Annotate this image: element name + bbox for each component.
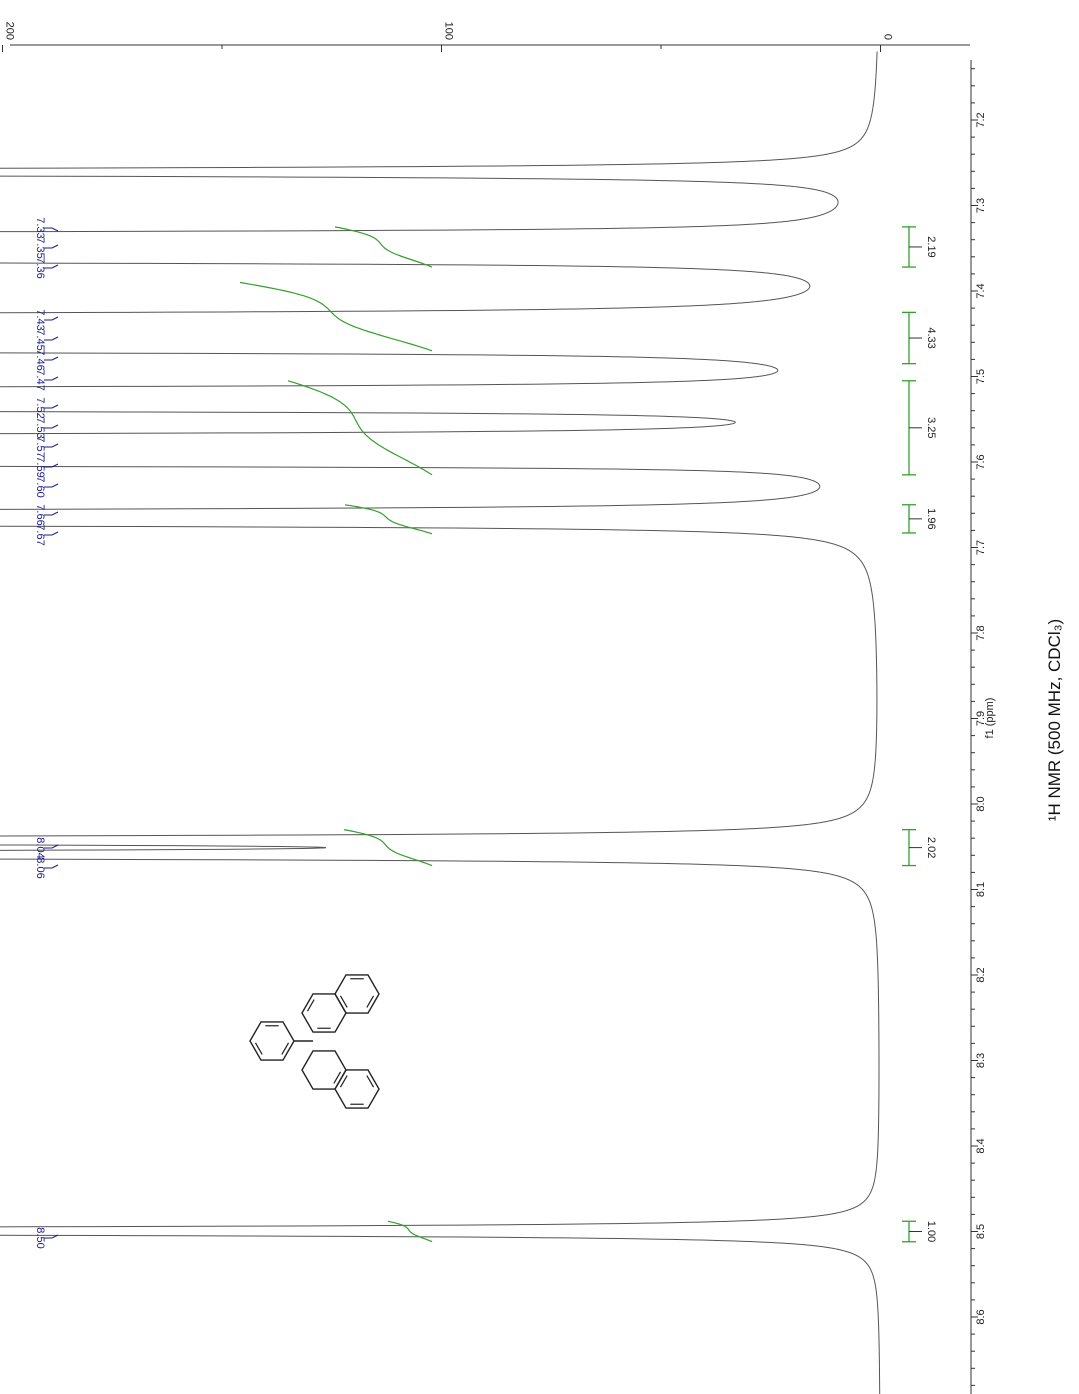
intensity-tick-label: 100 — [443, 22, 455, 40]
peak-label: 7.35 — [34, 237, 46, 258]
peak-label-leader — [44, 227, 59, 232]
ppm-tick-label: 7.6 — [975, 454, 987, 469]
integral-bracket: 2.19 — [902, 226, 937, 268]
peak-label: 8.06 — [34, 857, 46, 878]
integral-value: 1.96 — [925, 508, 937, 529]
integral-curve — [239, 281, 433, 352]
peak-label: 7.67 — [34, 524, 46, 545]
integral-value: 3.25 — [925, 417, 937, 438]
peak-label-leader — [44, 244, 59, 249]
peak-label-leader — [44, 336, 59, 341]
chemical-structure — [249, 974, 380, 1109]
anthracene-ring-bottom — [334, 1069, 380, 1109]
peak-label: 7.36 — [34, 257, 46, 278]
ppm-tick-label: 7.5 — [975, 369, 987, 384]
peak-label: 7.53 — [34, 417, 46, 438]
integral-bracket: 3.25 — [902, 380, 937, 476]
peak-label-leader — [44, 404, 59, 409]
ppm-tick-label: 7.3 — [975, 198, 987, 213]
ppm-tick-label: 8.5 — [975, 1224, 987, 1239]
peak-label-leader — [44, 864, 59, 869]
ppm-tick-label: 8.2 — [975, 967, 987, 982]
peak-label-leader — [44, 1234, 59, 1239]
integral-bracket: 2.02 — [902, 829, 937, 867]
ppm-tick-label: 8.3 — [975, 1053, 987, 1068]
integral-value: 4.33 — [925, 327, 937, 348]
peak-label-leader — [44, 531, 59, 536]
integral-value: 1.00 — [925, 1221, 937, 1242]
integral-value: 2.19 — [925, 236, 937, 257]
peak-label: 7.45 — [34, 329, 46, 350]
peak-label: 7.47 — [34, 369, 46, 390]
spectrum-line — [0, 51, 881, 1394]
ppm-tick-label: 8.6 — [975, 1309, 987, 1324]
integral-curve — [387, 1220, 433, 1243]
peak-label-leader — [44, 356, 59, 361]
integral-bracket: 1.96 — [902, 504, 937, 534]
peak-label-leader — [44, 424, 59, 429]
peak-label-leader — [44, 844, 59, 849]
integral-bracket: 1.00 — [902, 1220, 937, 1243]
intensity-tick-label: 0 — [882, 34, 894, 40]
peak-label: 7.46 — [34, 349, 46, 370]
ppm-tick-label: 7.8 — [975, 625, 987, 640]
ppm-tick-label: 8.4 — [975, 1138, 987, 1153]
integral-curve — [343, 829, 433, 867]
peak-label-leader — [44, 264, 59, 269]
peak-label-leader — [44, 376, 59, 381]
ppm-tick-label: 7.2 — [975, 112, 987, 127]
peak-label: 7.52 — [34, 397, 46, 418]
integral-curve — [344, 504, 433, 535]
ppm-tick-label: 7.4 — [975, 283, 987, 298]
peak-label-leader — [44, 463, 59, 468]
peak-label-leader — [44, 511, 59, 516]
peak-label: 7.57 — [34, 436, 46, 457]
integral-value: 2.02 — [925, 837, 937, 858]
spectrum-trace — [0, 51, 881, 1394]
ppm-tick-label: 7.7 — [975, 540, 987, 555]
peak-label-leader — [44, 483, 59, 488]
anthracene-ring-middle — [301, 993, 347, 1033]
integral-curve — [334, 226, 433, 268]
phenyl-ring — [249, 1021, 295, 1061]
intensity-axis: -100010020030040050060070080090010001100… — [2, 22, 970, 52]
integral-bracket: 4.33 — [902, 311, 937, 365]
anthracene-ring-inner — [301, 1050, 347, 1090]
chart-title: ¹H NMR (500 MHz, CDCl₃) — [1045, 619, 1064, 821]
intensity-tick-label: 200 — [4, 22, 16, 40]
integral-curve — [287, 380, 433, 476]
peak-label: 7.33 — [34, 217, 46, 238]
ppm-axis: 7.2 7.3 7.4 7.5 7.6 7.7 7.8 7.9 8.0 8.1 8.2 8.3 8.4 8… — [970, 60, 987, 1394]
x-axis-title: f1 (ppm) — [984, 698, 996, 739]
ppm-tick-label: 7.9 — [975, 711, 987, 726]
integral-brackets: 2.19 4.33 3.25 1.96 2.02 1.00 — [902, 226, 937, 1243]
peak-label: 7.43 — [34, 309, 46, 330]
anthracene-ring-top — [334, 974, 380, 1014]
peak-label: 7.60 — [34, 476, 46, 497]
ppm-tick-label: 8.1 — [975, 882, 987, 897]
peak-labels: 7.337.357.36 7.437.457.467.47 7.527.537.57… — [34, 217, 59, 1249]
ppm-tick-label: 8.0 — [975, 796, 987, 811]
peak-label-leader — [44, 316, 59, 321]
peak-label: 7.59 — [34, 456, 46, 477]
peak-label-leader — [44, 443, 59, 448]
peak-label: 8.04 — [34, 837, 46, 858]
integral-curves — [239, 226, 433, 1243]
peak-label: 7.66 — [34, 504, 46, 525]
peak-label: 8.50 — [34, 1227, 46, 1248]
